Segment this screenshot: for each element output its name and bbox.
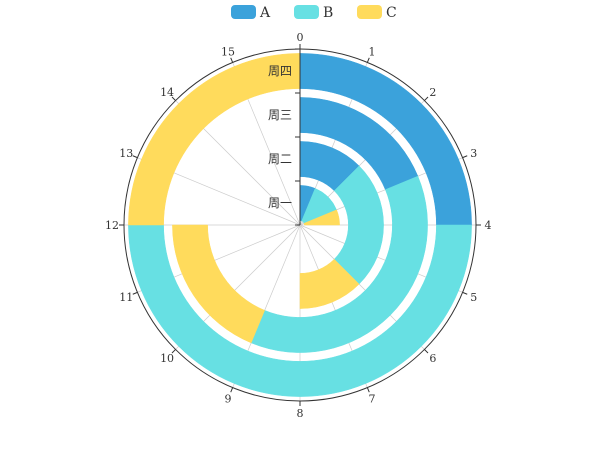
angle-tick-label-8: 8 — [297, 407, 304, 420]
angle-tick-label-4: 4 — [485, 219, 492, 232]
category-label-1: 周一 — [268, 196, 292, 210]
legend-label-b: B — [323, 5, 333, 21]
angle-tick-label-14: 14 — [160, 86, 174, 99]
legend-label-a: A — [259, 5, 271, 21]
angle-tick-15 — [230, 57, 234, 63]
angle-tick-label-3: 3 — [470, 147, 477, 160]
legend-item-c[interactable]: C — [357, 5, 397, 21]
legend-swatch-c — [357, 5, 382, 19]
category-label-3: 周三 — [268, 108, 292, 122]
angle-tick-label-6: 6 — [429, 352, 436, 365]
bar-c-1[interactable] — [303, 209, 340, 226]
angle-tick-1 — [366, 57, 370, 63]
angle-tick-6 — [424, 349, 429, 354]
angle-tick-14 — [171, 96, 176, 101]
bar-c-2[interactable] — [299, 258, 360, 309]
legend-item-b[interactable]: B — [294, 5, 333, 21]
legend-item-a[interactable]: A — [231, 5, 271, 21]
angle-tick-label-10: 10 — [160, 352, 174, 365]
angle-tick-label-2: 2 — [429, 86, 436, 99]
bar-series — [128, 53, 472, 397]
legend-swatch-a — [231, 5, 256, 19]
angle-tick-label-15: 15 — [221, 45, 235, 58]
category-label-4: 周四 — [268, 64, 292, 78]
bar-b-3[interactable] — [250, 175, 428, 353]
angle-tick-label-13: 13 — [119, 147, 133, 160]
angle-tick-3 — [462, 155, 468, 159]
category-label-2: 周二 — [268, 152, 292, 166]
angle-tick-label-12: 12 — [105, 219, 119, 232]
angle-tick-7 — [366, 387, 370, 393]
angle-tick-label-9: 9 — [225, 393, 232, 406]
legend-label-c: C — [386, 5, 397, 21]
angle-tick-label-1: 1 — [368, 45, 375, 58]
angle-tick-5 — [462, 291, 468, 295]
angle-tick-10 — [171, 349, 176, 354]
bar-c-3[interactable] — [172, 224, 265, 344]
bar-b-4[interactable] — [128, 224, 472, 397]
angle-tick-9 — [230, 387, 234, 393]
angle-tick-13 — [132, 155, 138, 159]
angle-tick-label-0: 0 — [297, 31, 304, 44]
angle-tick-2 — [424, 96, 429, 101]
angle-tick-label-11: 11 — [119, 291, 133, 304]
legend: A B C — [231, 5, 397, 21]
legend-swatch-b — [294, 5, 319, 19]
angle-tick-label-7: 7 — [368, 393, 375, 406]
angle-tick-11 — [132, 291, 138, 295]
angle-tick-label-5: 5 — [470, 291, 477, 304]
